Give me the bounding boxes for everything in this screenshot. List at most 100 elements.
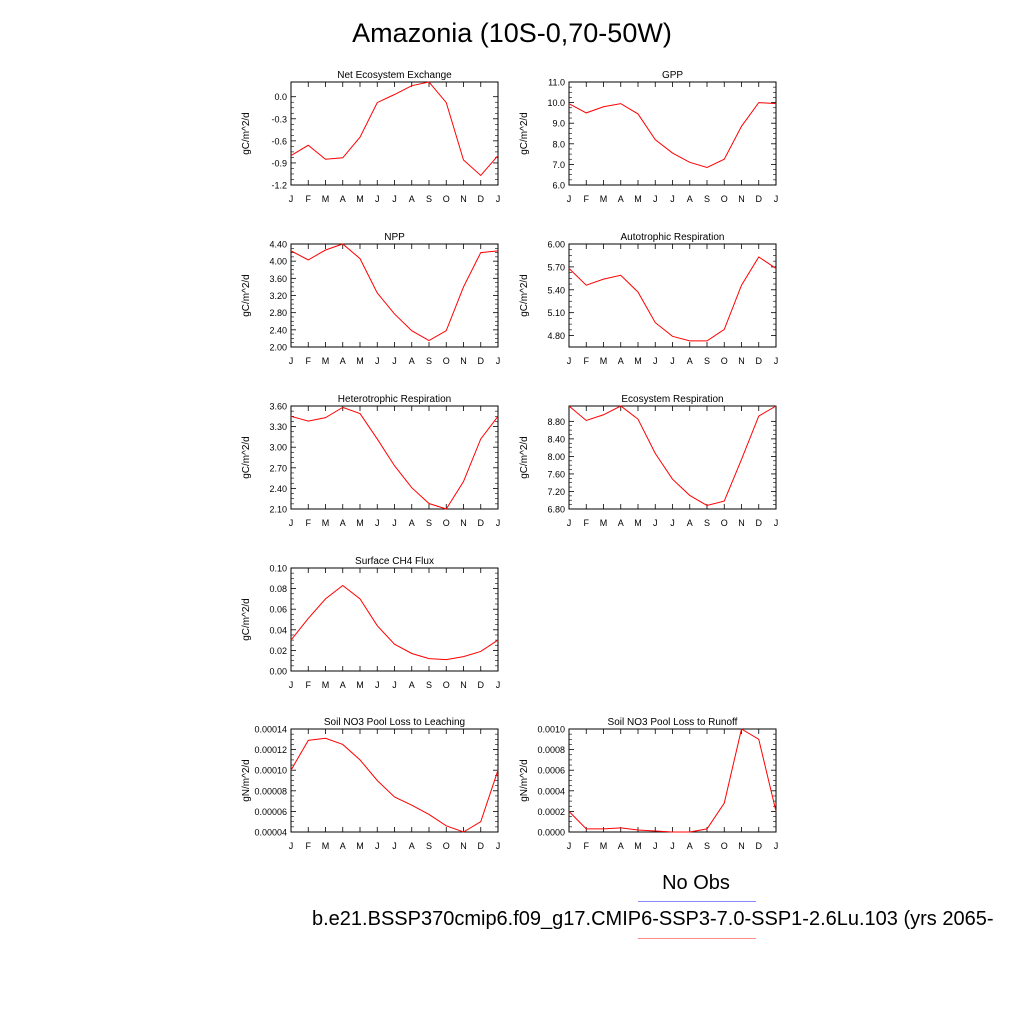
x-tick-label: J (567, 841, 572, 851)
y-tick-label: 8.00 (547, 452, 565, 462)
y-tick-label: -0.6 (271, 136, 287, 146)
panel-title: Surface CH4 Flux (355, 556, 434, 567)
x-tick-label: J (670, 356, 675, 366)
y-tick-label: 8.40 (547, 434, 565, 444)
x-tick-label: A (618, 518, 624, 528)
plot-frame (290, 728, 499, 833)
y-tick-label: 7.60 (547, 469, 565, 479)
x-tick-label: S (426, 356, 432, 366)
y-tick-label: 4.40 (269, 240, 287, 250)
y-tick-label: 9.0 (552, 119, 565, 129)
legend-model-label: b.e21.BSSP370cmip6.f09_g17.CMIP6-SSP3-7.… (312, 908, 994, 930)
panel-title: Ecosystem Respiration (621, 394, 723, 405)
x-tick-label: A (340, 194, 346, 204)
x-tick-label: J (670, 194, 675, 204)
panel-title: Heterotrophic Respiration (338, 394, 451, 405)
panel-title: Net Ecosystem Exchange (337, 70, 452, 81)
x-tick-label: M (356, 841, 364, 851)
y-tick-label: 5.70 (547, 262, 565, 272)
y-tick-label: 4.00 (269, 257, 287, 267)
y-tick-label: -0.9 (271, 158, 287, 168)
y-tick-label: 2.80 (269, 308, 287, 318)
y-tick-label: 6.0 (552, 181, 565, 191)
x-tick-label: J (567, 356, 572, 366)
x-tick-label: J (774, 356, 779, 366)
y-tick-label: 7.0 (552, 160, 565, 170)
x-tick-label: O (443, 518, 450, 528)
x-tick-label: O (721, 356, 728, 366)
legend-obs-label: No Obs (662, 872, 730, 894)
x-tick-label: J (289, 518, 294, 528)
plot-frame (568, 243, 777, 348)
y-tick-label: 0.0004 (537, 786, 565, 796)
y-tick-label: 3.00 (269, 443, 287, 453)
x-tick-label: A (687, 356, 693, 366)
y-tick-label: 0.00014 (254, 725, 287, 735)
y-tick-label: 3.60 (269, 402, 287, 412)
x-tick-label: N (460, 680, 467, 690)
y-tick-label: 2.70 (269, 463, 287, 473)
series-line (290, 737, 499, 833)
x-tick-label: F (306, 518, 312, 528)
x-tick-label: A (340, 356, 346, 366)
x-tick-label: M (356, 518, 364, 528)
x-tick-label: A (409, 356, 415, 366)
x-tick-label: F (306, 356, 312, 366)
x-tick-label: J (653, 841, 658, 851)
plot-frame (568, 405, 777, 510)
x-tick-label: J (653, 194, 658, 204)
x-tick-label: J (567, 518, 572, 528)
plot-frame (568, 728, 777, 833)
x-tick-label: A (340, 680, 346, 690)
y-tick-label: 11.0 (548, 78, 565, 88)
x-tick-label: D (756, 841, 763, 851)
x-tick-label: S (426, 194, 432, 204)
x-tick-label: M (600, 518, 608, 528)
x-tick-label: M (322, 841, 330, 851)
x-tick-label: J (774, 518, 779, 528)
x-tick-label: M (634, 841, 642, 851)
x-tick-label: M (356, 680, 364, 690)
panel-title: Autotrophic Respiration (621, 232, 725, 243)
y-axis-label: gN/m^2/d (241, 759, 252, 802)
plot-frame (290, 81, 499, 186)
x-tick-label: J (496, 194, 501, 204)
x-tick-label: D (478, 518, 485, 528)
x-tick-label: O (443, 841, 450, 851)
x-tick-label: A (409, 518, 415, 528)
y-tick-label: 0.0008 (537, 745, 565, 755)
x-tick-label: S (704, 518, 710, 528)
y-tick-label: 10.0 (547, 98, 565, 108)
series-line (568, 256, 777, 342)
x-tick-label: J (392, 194, 397, 204)
x-tick-label: F (584, 356, 590, 366)
x-tick-label: A (618, 356, 624, 366)
x-tick-label: O (721, 194, 728, 204)
panel-title: NPP (384, 232, 405, 243)
x-tick-label: D (756, 356, 763, 366)
y-tick-label: 3.20 (269, 291, 287, 301)
y-tick-label: 3.30 (269, 422, 287, 432)
x-tick-label: J (653, 518, 658, 528)
x-tick-label: A (409, 194, 415, 204)
x-tick-label: J (289, 841, 294, 851)
x-tick-label: D (478, 841, 485, 851)
x-tick-label: N (738, 356, 745, 366)
x-tick-label: F (584, 518, 590, 528)
y-tick-label: 0.00012 (254, 745, 287, 755)
y-tick-label: 0.06 (269, 605, 287, 615)
x-tick-label: N (460, 518, 467, 528)
x-tick-label: F (306, 680, 312, 690)
x-tick-label: A (340, 518, 346, 528)
x-tick-label: J (774, 194, 779, 204)
y-tick-label: 0.04 (269, 625, 287, 635)
x-tick-label: D (756, 194, 763, 204)
x-tick-label: D (478, 680, 485, 690)
y-axis-label: gC/m^2/d (241, 274, 252, 317)
y-tick-label: 0.0010 (537, 725, 565, 735)
panel-title: Soil NO3 Pool Loss to Runoff (608, 717, 738, 728)
x-tick-label: M (322, 194, 330, 204)
x-tick-label: M (600, 194, 608, 204)
x-tick-label: J (496, 841, 501, 851)
